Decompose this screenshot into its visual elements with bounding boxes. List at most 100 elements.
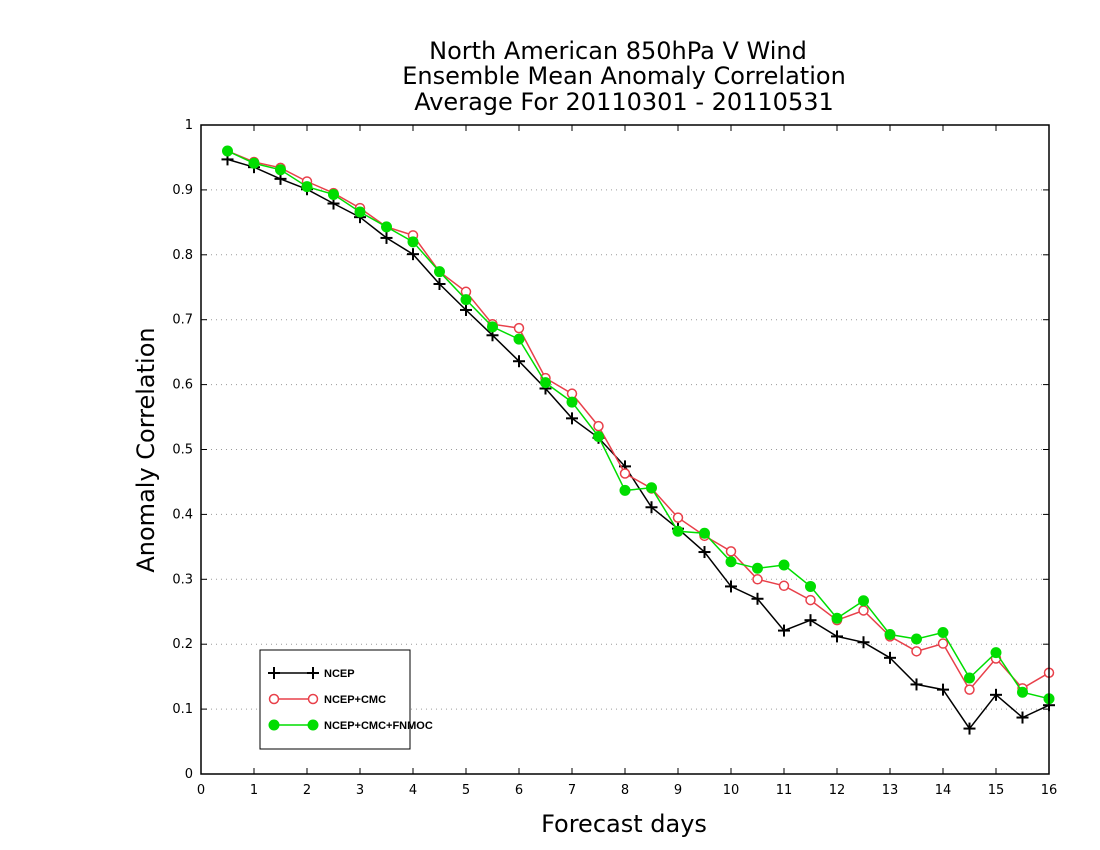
- x-axis-label: Forecast days: [541, 810, 707, 838]
- data-point-ncep-cmc-fnmoc: [884, 628, 896, 640]
- data-point-ncep-cmc-fnmoc: [593, 431, 604, 443]
- plot-frame: [200, 124, 1050, 775]
- data-point-ncep-cmc: [619, 468, 631, 479]
- x-tick-label: 16: [1041, 783, 1058, 798]
- data-point-ncep-cmc-fnmoc: [699, 527, 710, 539]
- series-ncep-cmc-fnmoc: [222, 145, 1055, 705]
- data-point-ncep: [937, 683, 949, 696]
- data-point-ncep: [990, 688, 1002, 701]
- x-tick-label: 4: [409, 783, 417, 798]
- data-point-ncep-cmc-fnmoc: [911, 633, 922, 645]
- legend-item-ncep-cmc: NCEP+CMC: [268, 693, 386, 706]
- data-point-ncep: [963, 722, 976, 735]
- data-point-ncep: [831, 630, 843, 643]
- data-point-ncep-cmc-fnmoc: [858, 595, 869, 607]
- legend-label: NCEP+CMC+FNMOC: [324, 720, 433, 732]
- data-point-ncep: [725, 580, 737, 593]
- y-tick-label: 0.4: [172, 507, 193, 522]
- legend-marker: [307, 667, 319, 679]
- data-point-ncep-cmc: [672, 512, 684, 523]
- data-point-ncep-cmc-fnmoc: [646, 482, 657, 494]
- data-point-ncep-cmc: [858, 605, 869, 616]
- data-point-ncep: [513, 355, 525, 368]
- x-tick-label: 13: [882, 783, 899, 798]
- legend-items: NCEP NCEP+CMC NCEP+CMC+FNMOC: [268, 667, 433, 732]
- data-point-ncep-cmc-fnmoc: [831, 612, 843, 624]
- data-point-ncep-cmc: [964, 684, 975, 695]
- data-point-ncep-cmc-fnmoc: [328, 188, 339, 200]
- data-point-ncep-cmc-fnmoc: [434, 266, 445, 278]
- data-point-ncep: [778, 624, 790, 637]
- legend-marker: [268, 719, 280, 731]
- data-point-ncep-cmc-fnmoc: [487, 321, 498, 333]
- data-point-ncep-cmc-fnmoc: [460, 294, 472, 306]
- series-layer: [221, 145, 1055, 735]
- x-tick-label: 14: [935, 783, 952, 798]
- data-point-ncep: [698, 546, 711, 559]
- data-point-ncep-cmc-fnmoc: [248, 157, 260, 169]
- data-point-ncep-cmc-fnmoc: [937, 627, 949, 639]
- data-point-ncep-cmc: [725, 546, 737, 557]
- data-point-ncep-cmc: [752, 574, 763, 585]
- data-point-ncep-cmc: [593, 420, 604, 432]
- legend-item-ncep-cmc-fnmoc: NCEP+CMC+FNMOC: [268, 719, 433, 732]
- data-point-ncep-cmc-fnmoc: [275, 164, 286, 176]
- data-point-ncep-cmc: [805, 594, 816, 606]
- data-point-ncep: [380, 231, 393, 244]
- legend-label: NCEP: [324, 668, 355, 680]
- series-line-ncep: [227, 158, 1050, 730]
- title-line-3: Average For 20110301 - 20110531: [414, 88, 834, 116]
- x-tick-label: 6: [515, 783, 523, 798]
- y-tick-label: 0.7: [172, 313, 193, 328]
- y-tick-label: 0.9: [172, 183, 193, 198]
- x-tick-label: 0: [197, 783, 205, 798]
- x-tick-label: 10: [723, 783, 740, 798]
- data-point-ncep-cmc-fnmoc: [513, 333, 525, 345]
- data-point-ncep: [884, 651, 896, 664]
- legend: NCEP NCEP+CMC NCEP+CMC+FNMOC: [259, 649, 433, 750]
- data-point-ncep: [433, 278, 446, 291]
- data-point-ncep: [566, 412, 578, 425]
- x-tick-label: 11: [776, 783, 793, 798]
- x-tick-label: 5: [462, 783, 470, 798]
- data-point-ncep-cmc-fnmoc: [540, 377, 551, 389]
- legend-marker: [307, 719, 319, 731]
- data-point-ncep-cmc-fnmoc: [805, 580, 816, 592]
- legend-item-ncep: NCEP: [268, 667, 355, 680]
- x-tick-label: 8: [621, 783, 629, 798]
- data-point-ncep-cmc-fnmoc: [566, 396, 578, 408]
- data-point-ncep-cmc-fnmoc: [381, 221, 392, 233]
- y-tick-label: 0: [185, 767, 193, 782]
- title-line-1: North American 850hPa V Wind: [429, 37, 807, 65]
- y-tick-label: 0.3: [172, 572, 193, 587]
- data-point-ncep: [910, 678, 923, 691]
- legend-label: NCEP+CMC: [324, 694, 386, 706]
- series-ncep-cmc: [222, 145, 1055, 695]
- chart-title: North American 850hPa V Wind Ensemble Me…: [402, 37, 846, 116]
- x-tick-label: 1: [250, 783, 258, 798]
- data-point-ncep: [407, 248, 419, 261]
- data-point-ncep-cmc: [937, 638, 949, 649]
- data-point-ncep: [857, 636, 870, 649]
- data-point-ncep-cmc-fnmoc: [619, 484, 631, 496]
- series-line-ncep-cmc-fnmoc: [227, 150, 1050, 700]
- y-tick-label: 0.2: [172, 637, 193, 652]
- series-line-ncep-cmc: [227, 150, 1050, 691]
- data-point-ncep-cmc-fnmoc: [752, 562, 763, 574]
- y-axis-label: Anomaly Correlation: [132, 327, 160, 572]
- y-tick-label: 1: [185, 118, 193, 133]
- y-tick-labels: 0 0.1 0.2 0.3 0.4 0.5 0.6 0.7 0.8 0.9 1: [172, 118, 193, 782]
- x-tick-label: 12: [829, 783, 846, 798]
- data-point-ncep-cmc: [513, 322, 525, 334]
- x-tick-label: 7: [568, 783, 576, 798]
- x-tick-labels: 0 1 2 3 4 5 6 7 8 9 10 11 12 13 14 15 16: [197, 783, 1057, 798]
- data-point-ncep: [460, 303, 472, 316]
- legend-marker: [268, 693, 280, 705]
- data-point-ncep-cmc-fnmoc: [1017, 686, 1028, 698]
- data-point-ncep-cmc: [911, 646, 922, 657]
- data-point-ncep-cmc-fnmoc: [222, 145, 233, 157]
- horizontal-gridlines: [201, 189, 1049, 710]
- data-point-ncep-cmc-fnmoc: [407, 236, 419, 248]
- data-point-ncep-cmc-fnmoc: [778, 559, 790, 571]
- legend-marker: [268, 667, 280, 679]
